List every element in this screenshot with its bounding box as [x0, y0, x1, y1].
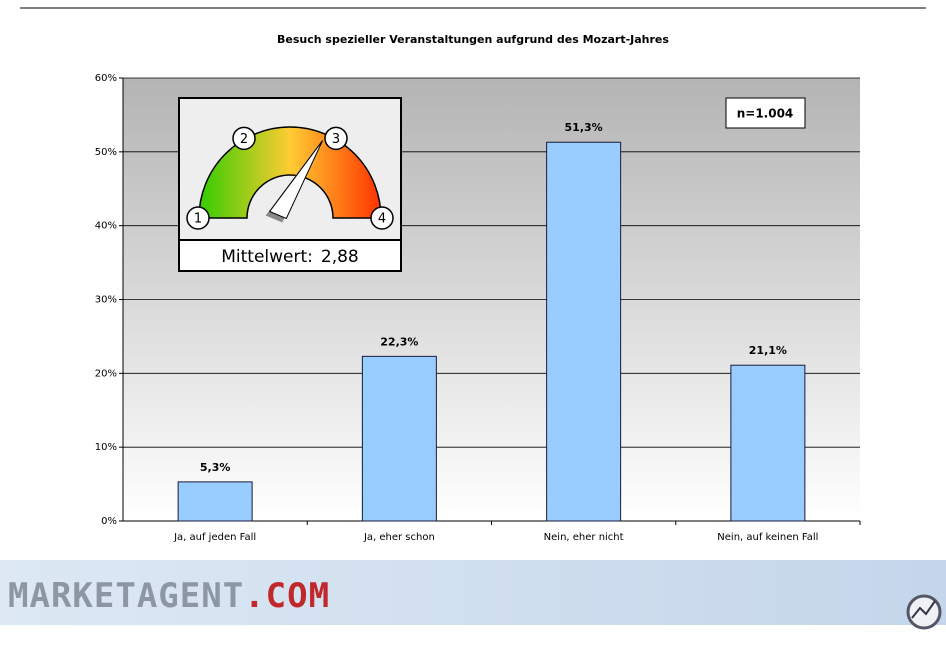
value-label: 21,1%	[749, 344, 787, 357]
gauge-tick-label: 1	[194, 212, 202, 227]
bar	[547, 142, 621, 521]
x-tick-label: Ja, eher schon	[363, 532, 435, 543]
y-tick-label: 50%	[95, 147, 117, 158]
brand: MARKETAGENT	[8, 576, 244, 616]
gauge-tick-label: 4	[378, 212, 386, 227]
annotation: n=1.004	[737, 107, 794, 121]
y-tick-label: 0%	[101, 516, 117, 527]
x-tick-label: Ja, auf jeden Fall	[173, 532, 256, 543]
value-label: 22,3%	[380, 335, 418, 348]
bar	[362, 356, 436, 521]
gauge-caption-label: Mittelwert:	[221, 247, 313, 267]
bar	[731, 365, 805, 521]
bar	[178, 482, 252, 521]
brand-suffix: .COM	[244, 576, 330, 616]
chart-title: Besuch spezieller Veranstaltungen aufgru…	[277, 33, 669, 46]
value-label: 51,3%	[565, 121, 603, 134]
y-tick-label: 60%	[95, 73, 117, 84]
x-tick-label: Nein, eher nicht	[544, 532, 624, 543]
footer-brand: MARKETAGENT.COM	[8, 576, 330, 616]
gauge-caption: Mittelwert: 2,88	[221, 247, 359, 267]
gauge-tick-label: 2	[240, 132, 248, 147]
slide: Besuch spezieller Veranstaltungen aufgru…	[0, 0, 946, 648]
y-tick-label: 20%	[95, 368, 117, 379]
gauge-caption-value: 2,88	[321, 247, 359, 267]
gauge-tick-label: 3	[332, 132, 340, 147]
y-tick-label: 10%	[95, 442, 117, 453]
y-tick-label: 30%	[95, 295, 117, 306]
y-tick-label: 40%	[95, 221, 117, 232]
value-label: 5,3%	[200, 461, 231, 474]
x-tick-label: Nein, auf keinen Fall	[717, 532, 818, 543]
